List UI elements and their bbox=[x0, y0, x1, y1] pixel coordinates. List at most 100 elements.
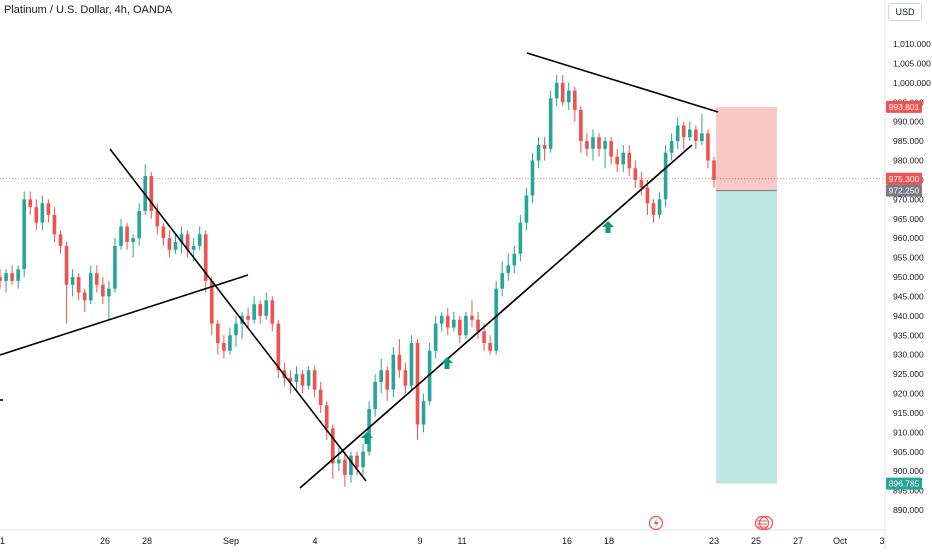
candle[interactable] bbox=[506, 253, 511, 281]
candle[interactable] bbox=[246, 308, 250, 328]
candle[interactable] bbox=[228, 327, 232, 355]
candle[interactable] bbox=[633, 160, 638, 188]
candle[interactable] bbox=[143, 164, 148, 215]
candle[interactable] bbox=[197, 226, 202, 250]
currency-selector[interactable]: USD bbox=[888, 3, 922, 21]
candle[interactable] bbox=[488, 335, 492, 355]
candle[interactable] bbox=[337, 447, 341, 472]
candle[interactable] bbox=[657, 191, 662, 219]
candle[interactable] bbox=[615, 148, 620, 173]
candle[interactable] bbox=[185, 230, 190, 258]
candle[interactable] bbox=[300, 370, 305, 394]
candle[interactable] bbox=[494, 280, 498, 355]
candle[interactable] bbox=[409, 335, 414, 390]
candle[interactable] bbox=[306, 366, 311, 390]
trendline-left-rising[interactable] bbox=[0, 274, 249, 356]
candle[interactable] bbox=[458, 315, 462, 344]
candle[interactable] bbox=[355, 451, 359, 476]
candle[interactable] bbox=[500, 261, 505, 297]
candle[interactable] bbox=[119, 218, 123, 250]
candle[interactable] bbox=[597, 133, 601, 157]
candle[interactable] bbox=[451, 311, 456, 332]
candle[interactable] bbox=[234, 315, 238, 347]
candle[interactable] bbox=[548, 90, 553, 153]
candle[interactable] bbox=[167, 230, 172, 258]
candle[interactable] bbox=[530, 152, 535, 204]
candle[interactable] bbox=[343, 451, 347, 487]
candle[interactable] bbox=[28, 191, 33, 215]
candle[interactable] bbox=[573, 86, 577, 122]
candle[interactable] bbox=[125, 222, 129, 250]
candle[interactable] bbox=[585, 133, 589, 157]
candle[interactable] bbox=[554, 75, 559, 107]
candle[interactable] bbox=[312, 366, 317, 398]
candle[interactable] bbox=[70, 269, 75, 297]
candle[interactable] bbox=[264, 292, 269, 320]
candle[interactable] bbox=[681, 121, 686, 149]
candle[interactable] bbox=[712, 156, 716, 188]
candle[interactable] bbox=[397, 339, 402, 378]
candle[interactable] bbox=[512, 245, 517, 274]
candle[interactable] bbox=[324, 401, 329, 441]
candle[interactable] bbox=[294, 366, 299, 390]
candle[interactable] bbox=[10, 265, 14, 285]
candle[interactable] bbox=[203, 230, 208, 293]
candle[interactable] bbox=[439, 311, 444, 332]
candle[interactable] bbox=[621, 144, 626, 173]
candle[interactable] bbox=[482, 323, 486, 351]
candle[interactable] bbox=[639, 172, 644, 196]
candle[interactable] bbox=[240, 311, 244, 340]
candle[interactable] bbox=[82, 288, 87, 312]
candle[interactable] bbox=[560, 75, 565, 107]
candle[interactable] bbox=[216, 319, 220, 355]
candle[interactable] bbox=[16, 265, 20, 289]
candle[interactable] bbox=[330, 424, 335, 479]
candle[interactable] bbox=[536, 137, 541, 169]
candle[interactable] bbox=[58, 230, 63, 254]
candle[interactable] bbox=[706, 129, 710, 169]
trendline-falling[interactable] bbox=[109, 148, 367, 482]
candle[interactable] bbox=[40, 195, 45, 231]
candle[interactable] bbox=[609, 137, 613, 165]
candle[interactable] bbox=[318, 381, 323, 413]
candle[interactable] bbox=[361, 443, 365, 476]
candle[interactable] bbox=[373, 374, 377, 417]
candle[interactable] bbox=[645, 179, 650, 215]
candle[interactable] bbox=[101, 277, 105, 305]
candle[interactable] bbox=[155, 203, 160, 235]
candle[interactable] bbox=[137, 203, 141, 246]
candle[interactable] bbox=[464, 311, 468, 340]
candle[interactable] bbox=[433, 315, 438, 359]
candle[interactable] bbox=[258, 300, 263, 324]
trendline-rising-support[interactable] bbox=[299, 144, 693, 489]
candle[interactable] bbox=[64, 242, 69, 324]
candle[interactable] bbox=[88, 265, 93, 305]
candle[interactable] bbox=[349, 451, 353, 483]
candle[interactable] bbox=[591, 129, 595, 161]
candle[interactable] bbox=[687, 121, 692, 142]
candle[interactable] bbox=[0, 269, 2, 289]
candle[interactable] bbox=[603, 137, 607, 169]
candle[interactable] bbox=[149, 172, 154, 219]
candle[interactable] bbox=[542, 137, 547, 161]
candle[interactable] bbox=[627, 144, 632, 177]
candle[interactable] bbox=[524, 187, 529, 231]
candle[interactable] bbox=[252, 296, 256, 324]
us-flag-event-icon[interactable] bbox=[754, 515, 770, 531]
candle[interactable] bbox=[651, 199, 656, 223]
candle[interactable] bbox=[470, 300, 474, 328]
candle[interactable] bbox=[46, 199, 51, 223]
candle[interactable] bbox=[131, 234, 135, 258]
candle[interactable] bbox=[694, 125, 698, 149]
take-profit-zone[interactable] bbox=[716, 190, 777, 484]
candle[interactable] bbox=[379, 358, 384, 394]
trendline-upper-resistance[interactable] bbox=[526, 52, 719, 113]
candle[interactable] bbox=[94, 265, 99, 293]
candle[interactable] bbox=[415, 339, 420, 441]
candle[interactable] bbox=[52, 207, 57, 243]
stop-loss-zone[interactable] bbox=[716, 106, 777, 191]
candle[interactable] bbox=[76, 273, 81, 301]
candle[interactable] bbox=[179, 226, 184, 254]
candle[interactable] bbox=[518, 214, 523, 262]
